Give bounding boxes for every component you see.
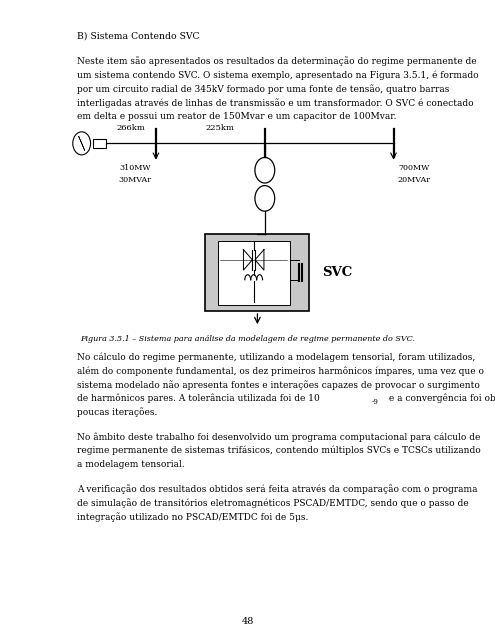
Text: sistema modelado não apresenta fontes e interações capazes de provocar o surgime: sistema modelado não apresenta fontes e … — [77, 380, 480, 390]
Text: A verificação dos resultados obtidos será feita através da comparação com o prog: A verificação dos resultados obtidos ser… — [77, 484, 477, 494]
Text: -9: -9 — [371, 397, 378, 406]
Text: 20MVAr: 20MVAr — [398, 175, 431, 184]
Text: por um circuito radial de 345kV formado por uma fonte de tensão, quatro barras: por um circuito radial de 345kV formado … — [77, 84, 449, 94]
Text: SVC: SVC — [322, 266, 352, 279]
Text: Figura 3.5.1 – Sistema para análise da modelagem de regime permanente do SVC.: Figura 3.5.1 – Sistema para análise da m… — [80, 335, 415, 343]
Text: interligadas através de linhas de transmissão e um transformador. O SVC é conect: interligadas através de linhas de transm… — [77, 98, 473, 108]
Text: integração utilizado no PSCAD/EMTDC foi de 5μs.: integração utilizado no PSCAD/EMTDC foi … — [77, 512, 308, 522]
Text: 700MW: 700MW — [398, 164, 430, 172]
Text: Neste item são apresentados os resultados da determinação do regime permanente d: Neste item são apresentados os resultado… — [77, 56, 476, 67]
Bar — [218, 241, 290, 305]
Text: regime permanente de sistemas trifásicos, contendo múltiplos SVCs e TCSCs utiliz: regime permanente de sistemas trifásicos… — [77, 446, 481, 456]
Text: B) Sistema Contendo SVC: B) Sistema Contendo SVC — [77, 31, 199, 40]
Text: 48: 48 — [242, 617, 253, 626]
Text: e a convergência foi obtida em: e a convergência foi obtida em — [386, 394, 495, 403]
Text: de simulação de transitórios eletromagnéticos PSCAD/EMTDC, sendo que o passo de: de simulação de transitórios eletromagné… — [77, 498, 468, 508]
Text: além do componente fundamental, os dez primeiros harmônicos ímpares, uma vez que: além do componente fundamental, os dez p… — [77, 366, 484, 376]
Bar — [205, 234, 309, 311]
Text: No âmbito deste trabalho foi desenvolvido um programa computacional para cálculo: No âmbito deste trabalho foi desenvolvid… — [77, 432, 480, 442]
Text: No cálculo do regime permanente, utilizando a modelagem tensorial, foram utiliza: No cálculo do regime permanente, utiliza… — [77, 353, 475, 362]
Text: 310MW: 310MW — [119, 164, 151, 172]
Text: de harmônicos pares. A tolerância utilizada foi de 10: de harmônicos pares. A tolerância utiliz… — [77, 394, 319, 403]
Text: poucas iterações.: poucas iterações. — [77, 408, 157, 417]
Text: 225km: 225km — [206, 124, 235, 132]
Bar — [93, 139, 106, 147]
Text: 30MVAr: 30MVAr — [119, 175, 151, 184]
Text: a modelagem tensorial.: a modelagem tensorial. — [77, 460, 184, 468]
Text: 266km: 266km — [117, 124, 146, 132]
Text: em delta e possui um reator de 150Mvar e um capacitor de 100Mvar.: em delta e possui um reator de 150Mvar e… — [77, 111, 396, 121]
Text: um sistema contendo SVC. O sistema exemplo, apresentado na Figura 3.5.1, é forma: um sistema contendo SVC. O sistema exemp… — [77, 70, 478, 80]
